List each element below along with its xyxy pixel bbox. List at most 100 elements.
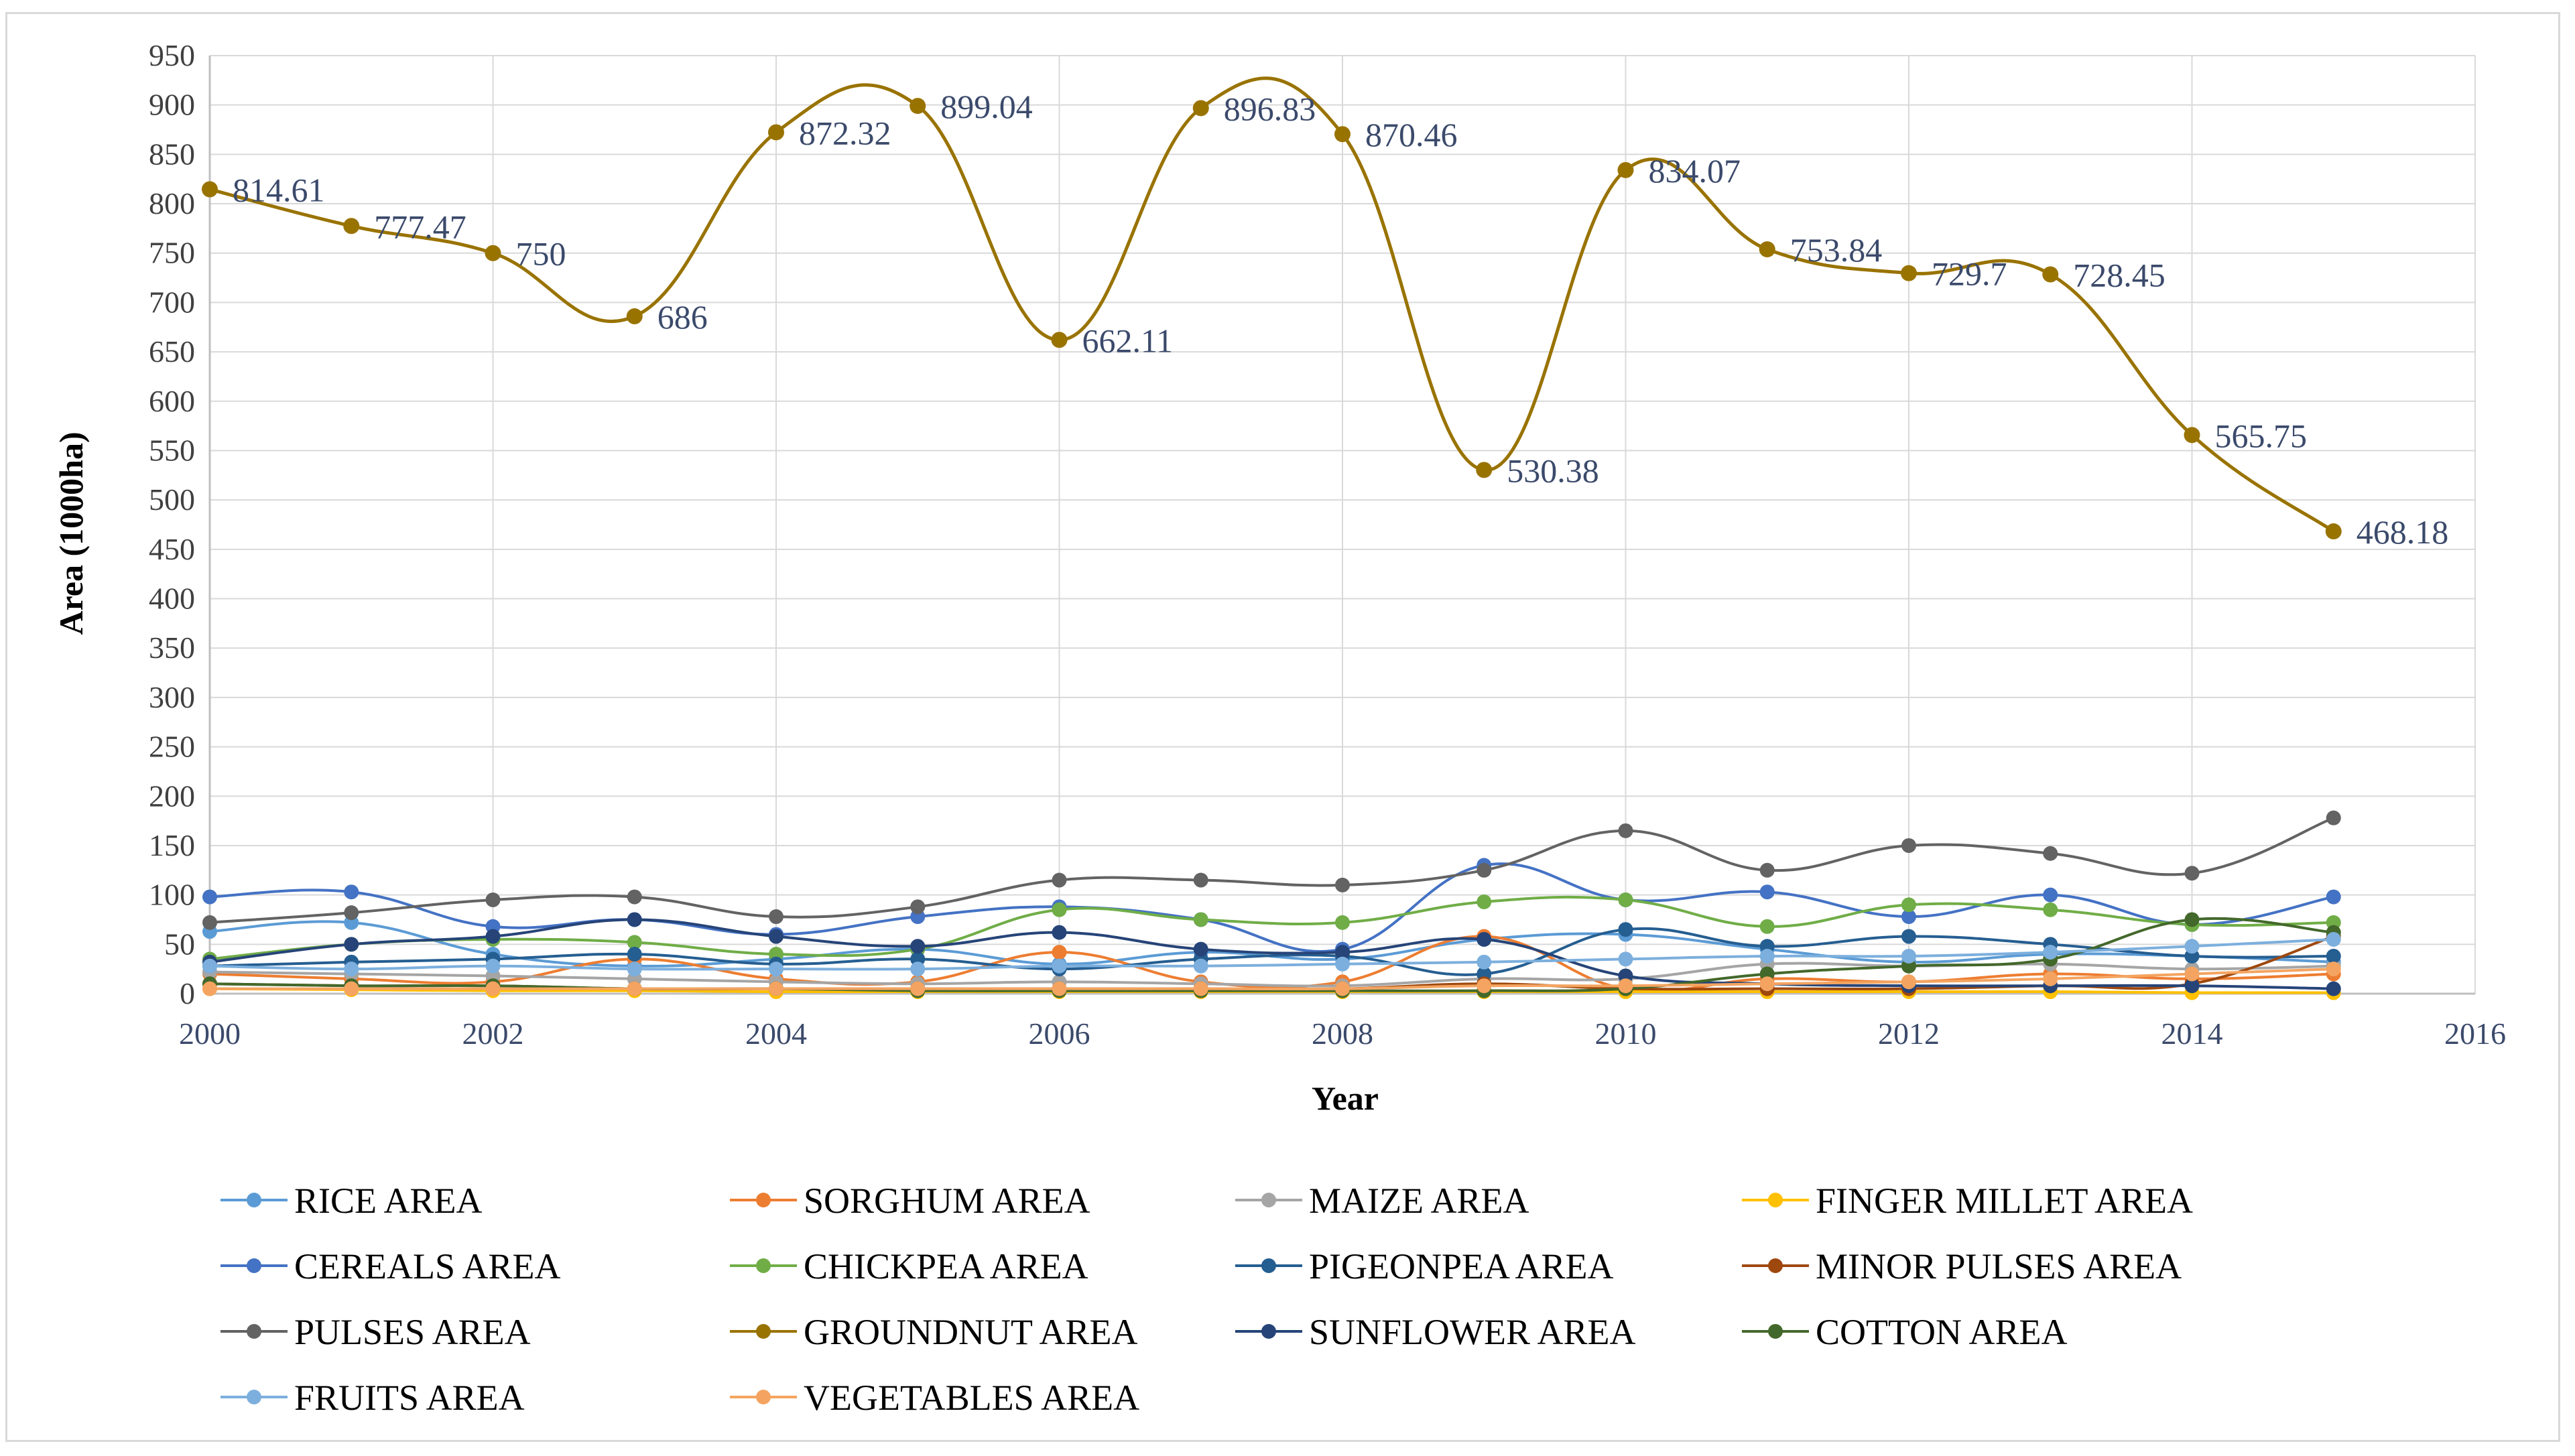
- legend-item-fruits-area: FRUITS AREA: [221, 1378, 525, 1418]
- data-point-sunflower-area: [910, 939, 926, 954]
- data-point-pigeonpea-area: [1618, 922, 1633, 937]
- legend-swatch-marker: [1768, 1324, 1783, 1339]
- legend-item-pigeonpea-area: PIGEONPEA AREA: [1235, 1246, 1614, 1286]
- data-label: 834.07: [1649, 152, 1741, 190]
- data-point-chickpea-area: [627, 935, 642, 950]
- data-point-sunflower-area: [2326, 981, 2341, 996]
- series-line-cotton-area: [209, 917, 2334, 992]
- data-point-pulses-area: [769, 909, 783, 925]
- legend-label: GROUNDNUT AREA: [804, 1312, 1138, 1352]
- data-point-cereals-area: [1759, 884, 1775, 900]
- data-point-fruits-area: [1052, 958, 1067, 974]
- data-point-chickpea-area: [2043, 902, 2058, 917]
- data-point-chickpea-area: [1193, 912, 1208, 927]
- data-point-pulses-area: [2184, 866, 2200, 881]
- data-point-chickpea-area: [1618, 892, 1633, 907]
- series-line-fruits-area: [209, 937, 2334, 971]
- legend-label: MINOR PULSES AREA: [1816, 1246, 2182, 1286]
- legend-item-pulses-area: PULSES AREA: [221, 1312, 531, 1352]
- legend-label: FINGER MILLET AREA: [1816, 1181, 2193, 1221]
- data-point-pulses-area: [627, 889, 642, 905]
- data-point-pulses-area: [1901, 838, 1916, 853]
- legend-swatch-marker: [247, 1193, 261, 1207]
- data-point-pulses-area: [1052, 872, 1067, 888]
- data-point-sunflower-area: [485, 929, 501, 944]
- legend-swatch-marker: [756, 1258, 771, 1273]
- series-line-pulses-area: [209, 816, 2334, 924]
- legend-item-sorghum-area: SORGHUM AREA: [730, 1181, 1090, 1221]
- data-point-sunflower-area: [344, 937, 359, 952]
- data-point-cereals-area: [1901, 909, 1916, 925]
- data-label: 896.83: [1224, 90, 1316, 127]
- series-line-groundnut-area: [209, 76, 2335, 533]
- x-tick-label: 2012: [1878, 1016, 1940, 1051]
- data-label: 565.75: [2215, 417, 2308, 454]
- data-point-groundnut-area: [1192, 100, 1209, 117]
- legend-swatch-marker: [247, 1258, 261, 1273]
- legend-label: RICE AREA: [294, 1181, 483, 1221]
- x-tick-label: 2000: [179, 1016, 241, 1051]
- y-tick-label: 600: [149, 384, 195, 418]
- legend-swatch-marker: [756, 1390, 771, 1404]
- y-tick-label: 650: [149, 334, 195, 369]
- data-point-fruits-area: [769, 962, 783, 977]
- data-point-pulses-area: [2043, 846, 2058, 861]
- series-vegetables-area: [202, 962, 2341, 996]
- data-point-vegetables-area: [485, 981, 501, 996]
- y-tick-label: 750: [149, 236, 195, 270]
- data-point-fruits-area: [1193, 958, 1208, 974]
- data-point-groundnut-area: [202, 181, 218, 198]
- legend-item-rice-area: RICE AREA: [221, 1181, 483, 1221]
- data-point-groundnut-area: [1051, 332, 1068, 348]
- y-tick-label: 200: [149, 779, 195, 813]
- data-point-vegetables-area: [910, 981, 926, 996]
- legend-swatch-marker: [756, 1193, 771, 1207]
- data-point-chickpea-area: [1759, 919, 1775, 934]
- data-point-vegetables-area: [1335, 981, 1350, 996]
- series-line-pigeonpea-area: [209, 927, 2334, 976]
- x-tick-label: 2008: [1312, 1016, 1373, 1051]
- data-point-fruits-area: [2184, 939, 2200, 954]
- y-tick-label: 500: [149, 482, 195, 517]
- x-axis-title: Year: [1312, 1079, 1379, 1117]
- data-point-groundnut-area: [1901, 265, 1917, 281]
- data-point-pigeonpea-area: [2326, 949, 2341, 964]
- y-tick-label: 900: [149, 88, 195, 122]
- data-point-chickpea-area: [1477, 894, 1492, 909]
- data-point-groundnut-area: [1334, 126, 1351, 143]
- legend-label: PULSES AREA: [294, 1312, 531, 1352]
- x-tick-label: 2010: [1595, 1016, 1657, 1051]
- y-tick-label: 300: [149, 680, 195, 714]
- y-tick-label: 250: [149, 730, 195, 764]
- data-point-fruits-area: [344, 962, 359, 977]
- data-point-fruits-area: [1901, 949, 1916, 964]
- data-point-pulses-area: [1335, 877, 1350, 892]
- legend-swatch-marker: [1261, 1193, 1276, 1207]
- legend-label: VEGETABLES AREA: [804, 1378, 1139, 1418]
- data-label: 872.32: [799, 114, 891, 151]
- legend-label: SUNFLOWER AREA: [1309, 1312, 1636, 1352]
- data-point-pigeonpea-area: [627, 947, 642, 962]
- legend-swatch-marker: [247, 1390, 261, 1404]
- legend-label: FRUITS AREA: [294, 1378, 525, 1418]
- data-point-sunflower-area: [769, 929, 783, 944]
- legend-item-groundnut-area: GROUNDNUT AREA: [730, 1312, 1138, 1352]
- y-tick-label: 950: [149, 38, 195, 72]
- series-groundnut-area: [202, 76, 2342, 540]
- series-line-sunflower-area: [209, 918, 2334, 990]
- data-point-pulses-area: [2326, 810, 2341, 825]
- y-axis-title: Area (1000ha): [52, 432, 90, 635]
- data-point-vegetables-area: [344, 981, 359, 996]
- data-point-groundnut-area: [626, 308, 643, 325]
- data-point-fruits-area: [2326, 931, 2341, 947]
- data-point-pulses-area: [1477, 862, 1492, 878]
- data-point-fruits-area: [202, 958, 217, 974]
- x-tick-label: 2006: [1029, 1016, 1090, 1051]
- data-point-pulses-area: [202, 915, 217, 930]
- data-point-fruits-area: [1335, 956, 1350, 972]
- series-fruits-area: [202, 931, 2341, 977]
- data-point-chickpea-area: [1052, 902, 1067, 917]
- data-point-groundnut-area: [1759, 241, 1775, 258]
- data-point-fruits-area: [910, 962, 926, 977]
- data-point-groundnut-area: [485, 245, 501, 261]
